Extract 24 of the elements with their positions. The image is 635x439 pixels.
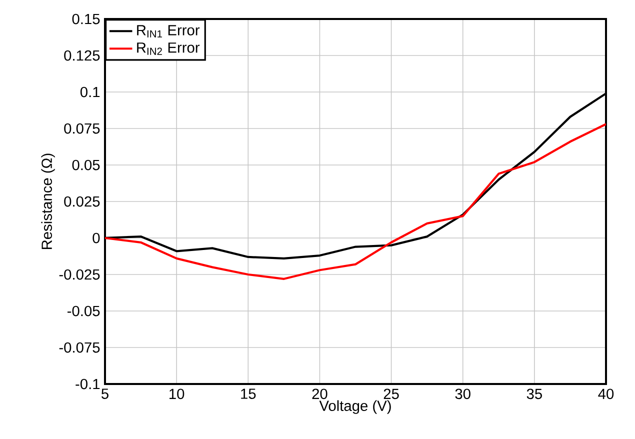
legend-label: R$_{IN1}$ Error <box>137 25 200 38</box>
x-axis-title: Voltage (V) <box>319 400 391 414</box>
x-tick-label: 30 <box>455 388 470 400</box>
x-tick-label: 35 <box>526 388 542 400</box>
y-tick-label: 0.075 <box>64 123 100 134</box>
y-tick-label: 0 <box>92 232 100 244</box>
line-series <box>104 123 606 280</box>
y-tick-label: 0.05 <box>72 160 100 170</box>
y-tick-label: -0.075 <box>59 342 100 353</box>
x-tick-label: 20 <box>312 388 328 400</box>
y-tick-label: 0.125 <box>64 50 100 61</box>
x-tick-label: 25 <box>384 388 399 400</box>
x-tick-label: 10 <box>170 388 184 400</box>
y-tick-label: 0.15 <box>72 14 100 24</box>
y-tick-label: -0.1 <box>76 378 100 390</box>
y-tick-label: 0.025 <box>64 196 100 207</box>
y-tick-label: -0.025 <box>59 269 100 280</box>
x-tick-label: 5 <box>102 388 108 399</box>
x-tick-label: 40 <box>598 388 614 400</box>
x-tick-label: 15 <box>241 388 256 399</box>
y-tick-label: -0.05 <box>68 306 100 316</box>
legend-label: R$_{IN2}$ Error <box>137 42 200 55</box>
y-tick-label: 0.1 <box>80 86 100 98</box>
y-axis-title: Resistance (Ω) <box>41 154 55 249</box>
